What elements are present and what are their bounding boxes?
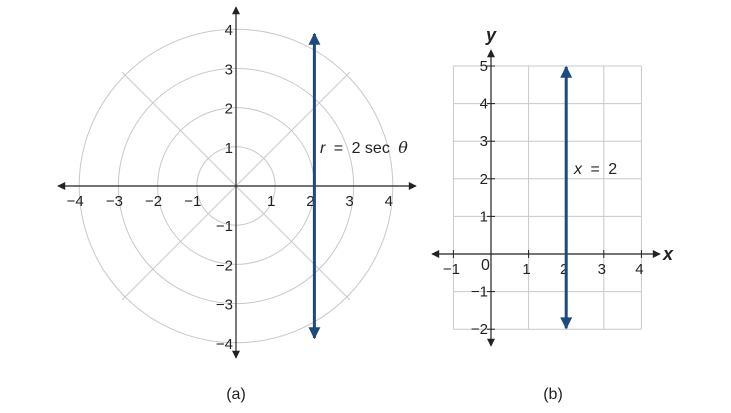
y-tick-label: −2 [471, 321, 488, 338]
equation-a-eq: = [334, 140, 343, 157]
y-tick-label: −1 [471, 284, 488, 301]
y-tick-label: −3 [216, 297, 233, 314]
equation-b: x = 2 [573, 161, 617, 178]
y-tick-label: 3 [225, 61, 233, 78]
caption-b: (b) [543, 386, 563, 403]
x-tick-label: 1 [267, 193, 275, 210]
equation-a-var: r [320, 140, 326, 157]
x-tick-label: −3 [106, 193, 123, 210]
x-tick-label: 4 [385, 193, 393, 210]
x-tick-label: 1 [522, 261, 530, 278]
equation-b-var: x [573, 161, 583, 178]
y-tick-label: 1 [480, 208, 488, 225]
equation-b-eq: = [590, 161, 599, 178]
y-tick-label: 2 [225, 101, 233, 118]
x-tick-label: −4 [67, 193, 84, 210]
x-tick-label: 3 [598, 261, 606, 278]
y-tick-label: −1 [216, 218, 233, 235]
y-tick-label: −4 [216, 336, 233, 353]
y-tick-label: 4 [225, 22, 233, 39]
x-axis-label-b: x [662, 244, 674, 264]
equation-a-theta: θ [398, 138, 408, 157]
equation-b-rest: 2 [608, 161, 617, 178]
equation-a: r = 2 sec θ [320, 138, 408, 157]
y-tick-label: 2 [480, 171, 488, 188]
cartesian-graph-b: −1 1 2 3 4 5 4 3 2 1 −1 −2 [431, 49, 661, 347]
y-tick-label: 1 [225, 140, 233, 157]
x-tick-label: 3 [345, 193, 353, 210]
y-tick-label: −2 [216, 257, 233, 274]
x-tick-label: −1 [443, 261, 460, 278]
y-tick-label: 4 [480, 96, 488, 113]
caption-a: (a) [226, 386, 246, 403]
y-tick-label: 5 [480, 58, 488, 75]
x-tick-label: −2 [145, 193, 162, 210]
x-tick-label: −1 [184, 193, 201, 210]
y-tick-label: 3 [480, 133, 488, 150]
equation-a-rest: 2 sec [352, 140, 390, 157]
origin-label-b: 0 [481, 257, 490, 274]
x-tick-label: 4 [635, 261, 643, 278]
y-axis-label-b: y [485, 25, 497, 45]
